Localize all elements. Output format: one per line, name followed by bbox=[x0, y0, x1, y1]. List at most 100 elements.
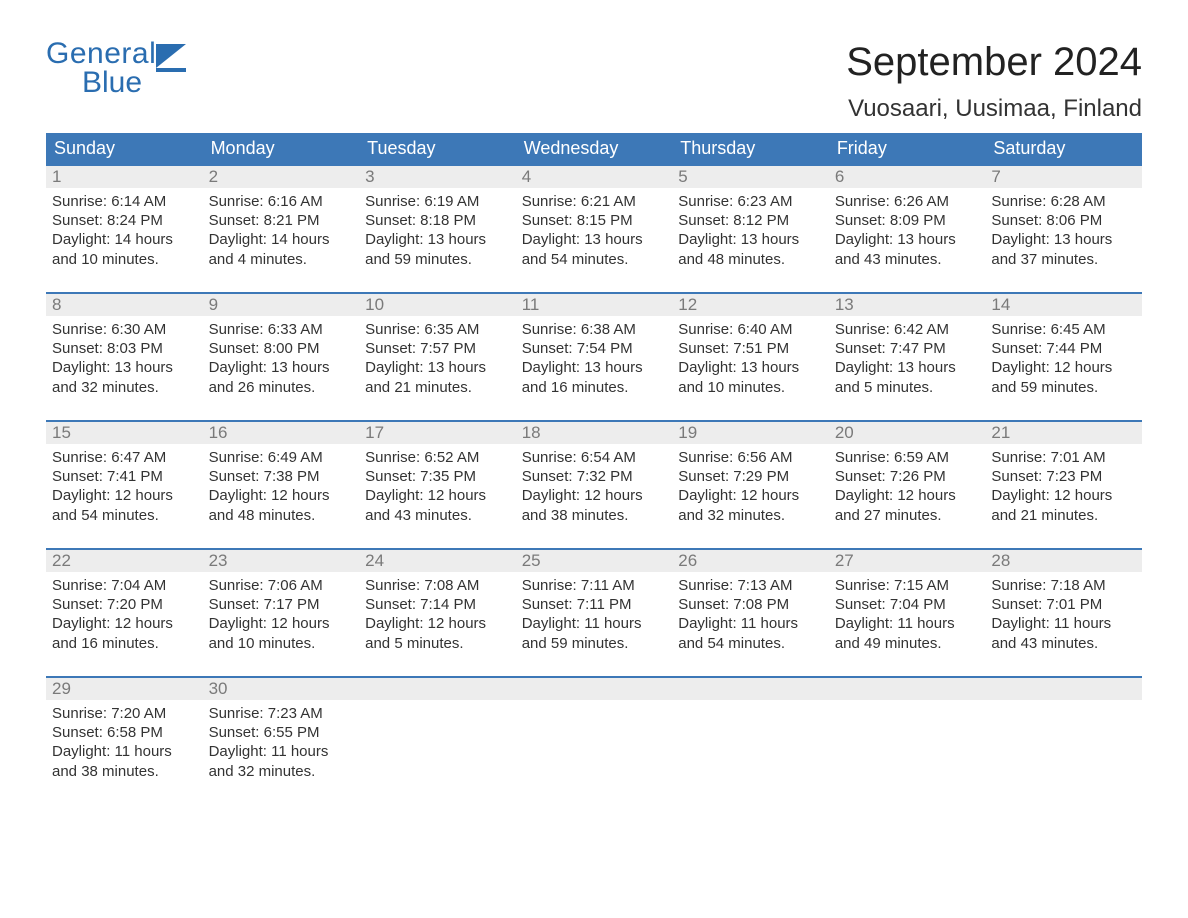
sunset-text: Sunset: 8:18 PM bbox=[365, 211, 510, 230]
day-number: 20 bbox=[829, 422, 986, 444]
day-number: 5 bbox=[672, 166, 829, 188]
title-block: September 2024 Vuosaari, Uusimaa, Finlan… bbox=[846, 40, 1142, 133]
weekday-header: Wednesday bbox=[516, 133, 673, 164]
daylight-line2: and 54 minutes. bbox=[52, 506, 197, 525]
day-body: Sunrise: 6:28 AMSunset: 8:06 PMDaylight:… bbox=[985, 188, 1142, 275]
calendar-day: 9Sunrise: 6:33 AMSunset: 8:00 PMDaylight… bbox=[203, 292, 360, 420]
day-top-border: 30 bbox=[203, 676, 360, 700]
day-top-border: 28 bbox=[985, 548, 1142, 572]
day-number: 18 bbox=[516, 422, 673, 444]
sunset-text: Sunset: 6:58 PM bbox=[52, 723, 197, 742]
day-body bbox=[672, 700, 829, 780]
day-top-border: 26 bbox=[672, 548, 829, 572]
brand-line1: General bbox=[46, 40, 156, 69]
sunset-text: Sunset: 7:01 PM bbox=[991, 595, 1136, 614]
day-top-border bbox=[672, 676, 829, 700]
day-top-border: 23 bbox=[203, 548, 360, 572]
day-body: Sunrise: 6:23 AMSunset: 8:12 PMDaylight:… bbox=[672, 188, 829, 275]
sunrise-text: Sunrise: 7:01 AM bbox=[991, 448, 1136, 467]
calendar-week: 1Sunrise: 6:14 AMSunset: 8:24 PMDaylight… bbox=[46, 164, 1142, 292]
sunset-text: Sunset: 7:14 PM bbox=[365, 595, 510, 614]
daylight-line1: Daylight: 13 hours bbox=[678, 230, 823, 249]
daylight-line2: and 10 minutes. bbox=[678, 378, 823, 397]
day-body bbox=[516, 700, 673, 780]
daylight-line2: and 32 minutes. bbox=[678, 506, 823, 525]
daylight-line2: and 16 minutes. bbox=[52, 634, 197, 653]
day-body: Sunrise: 6:49 AMSunset: 7:38 PMDaylight:… bbox=[203, 444, 360, 531]
sunrise-text: Sunrise: 6:38 AM bbox=[522, 320, 667, 339]
day-top-border: 16 bbox=[203, 420, 360, 444]
day-number: 16 bbox=[203, 422, 360, 444]
month-title: September 2024 bbox=[846, 40, 1142, 85]
sunrise-text: Sunrise: 6:54 AM bbox=[522, 448, 667, 467]
day-number: 28 bbox=[985, 550, 1142, 572]
daylight-line2: and 27 minutes. bbox=[835, 506, 980, 525]
day-top-border: 6 bbox=[829, 164, 986, 188]
day-body: Sunrise: 7:23 AMSunset: 6:55 PMDaylight:… bbox=[203, 700, 360, 787]
daylight-line1: Daylight: 13 hours bbox=[365, 358, 510, 377]
day-top-border bbox=[516, 676, 673, 700]
calendar-week: 22Sunrise: 7:04 AMSunset: 7:20 PMDayligh… bbox=[46, 548, 1142, 676]
daylight-line2: and 16 minutes. bbox=[522, 378, 667, 397]
daylight-line1: Daylight: 11 hours bbox=[991, 614, 1136, 633]
calendar-day: 26Sunrise: 7:13 AMSunset: 7:08 PMDayligh… bbox=[672, 548, 829, 676]
sunrise-text: Sunrise: 6:40 AM bbox=[678, 320, 823, 339]
day-number: 27 bbox=[829, 550, 986, 572]
day-number: 2 bbox=[203, 166, 360, 188]
sunset-text: Sunset: 7:23 PM bbox=[991, 467, 1136, 486]
daylight-line2: and 54 minutes. bbox=[522, 250, 667, 269]
sunrise-text: Sunrise: 7:11 AM bbox=[522, 576, 667, 595]
day-body: Sunrise: 7:20 AMSunset: 6:58 PMDaylight:… bbox=[46, 700, 203, 787]
day-body bbox=[985, 700, 1142, 780]
sunrise-text: Sunrise: 6:59 AM bbox=[835, 448, 980, 467]
daylight-line1: Daylight: 12 hours bbox=[365, 486, 510, 505]
day-number: 8 bbox=[46, 294, 203, 316]
day-body: Sunrise: 7:04 AMSunset: 7:20 PMDaylight:… bbox=[46, 572, 203, 659]
calendar-day: 28Sunrise: 7:18 AMSunset: 7:01 PMDayligh… bbox=[985, 548, 1142, 676]
brand-line2: Blue bbox=[46, 69, 156, 98]
sunrise-text: Sunrise: 6:30 AM bbox=[52, 320, 197, 339]
sunrise-text: Sunrise: 7:13 AM bbox=[678, 576, 823, 595]
daylight-line1: Daylight: 12 hours bbox=[522, 486, 667, 505]
day-body: Sunrise: 6:33 AMSunset: 8:00 PMDaylight:… bbox=[203, 316, 360, 403]
daylight-line1: Daylight: 11 hours bbox=[678, 614, 823, 633]
daylight-line2: and 10 minutes. bbox=[209, 634, 354, 653]
day-number: 10 bbox=[359, 294, 516, 316]
day-top-border bbox=[829, 676, 986, 700]
day-top-border: 22 bbox=[46, 548, 203, 572]
day-body: Sunrise: 6:59 AMSunset: 7:26 PMDaylight:… bbox=[829, 444, 986, 531]
day-top-border: 17 bbox=[359, 420, 516, 444]
daylight-line2: and 48 minutes. bbox=[209, 506, 354, 525]
daylight-line1: Daylight: 13 hours bbox=[991, 230, 1136, 249]
day-body: Sunrise: 7:08 AMSunset: 7:14 PMDaylight:… bbox=[359, 572, 516, 659]
daylight-line1: Daylight: 13 hours bbox=[678, 358, 823, 377]
sunrise-text: Sunrise: 6:42 AM bbox=[835, 320, 980, 339]
daylight-line1: Daylight: 13 hours bbox=[52, 358, 197, 377]
daylight-line1: Daylight: 12 hours bbox=[365, 614, 510, 633]
day-body: Sunrise: 7:06 AMSunset: 7:17 PMDaylight:… bbox=[203, 572, 360, 659]
calendar-day: 20Sunrise: 6:59 AMSunset: 7:26 PMDayligh… bbox=[829, 420, 986, 548]
day-body: Sunrise: 7:18 AMSunset: 7:01 PMDaylight:… bbox=[985, 572, 1142, 659]
daylight-line1: Daylight: 12 hours bbox=[835, 486, 980, 505]
daylight-line2: and 10 minutes. bbox=[52, 250, 197, 269]
sunrise-text: Sunrise: 7:18 AM bbox=[991, 576, 1136, 595]
calendar-day: 19Sunrise: 6:56 AMSunset: 7:29 PMDayligh… bbox=[672, 420, 829, 548]
sunset-text: Sunset: 7:17 PM bbox=[209, 595, 354, 614]
sunrise-text: Sunrise: 6:52 AM bbox=[365, 448, 510, 467]
calendar-day: 18Sunrise: 6:54 AMSunset: 7:32 PMDayligh… bbox=[516, 420, 673, 548]
weekday-header: Sunday bbox=[46, 133, 203, 164]
calendar-day: 17Sunrise: 6:52 AMSunset: 7:35 PMDayligh… bbox=[359, 420, 516, 548]
day-number: 6 bbox=[829, 166, 986, 188]
day-number: 15 bbox=[46, 422, 203, 444]
daylight-line1: Daylight: 12 hours bbox=[209, 486, 354, 505]
calendar-day: 22Sunrise: 7:04 AMSunset: 7:20 PMDayligh… bbox=[46, 548, 203, 676]
calendar-day: 16Sunrise: 6:49 AMSunset: 7:38 PMDayligh… bbox=[203, 420, 360, 548]
sunrise-text: Sunrise: 6:19 AM bbox=[365, 192, 510, 211]
calendar-body: 1Sunrise: 6:14 AMSunset: 8:24 PMDaylight… bbox=[46, 164, 1142, 804]
day-number: 14 bbox=[985, 294, 1142, 316]
day-number: 26 bbox=[672, 550, 829, 572]
sunset-text: Sunset: 8:24 PM bbox=[52, 211, 197, 230]
day-top-border bbox=[985, 676, 1142, 700]
day-body bbox=[829, 700, 986, 780]
day-top-border: 13 bbox=[829, 292, 986, 316]
